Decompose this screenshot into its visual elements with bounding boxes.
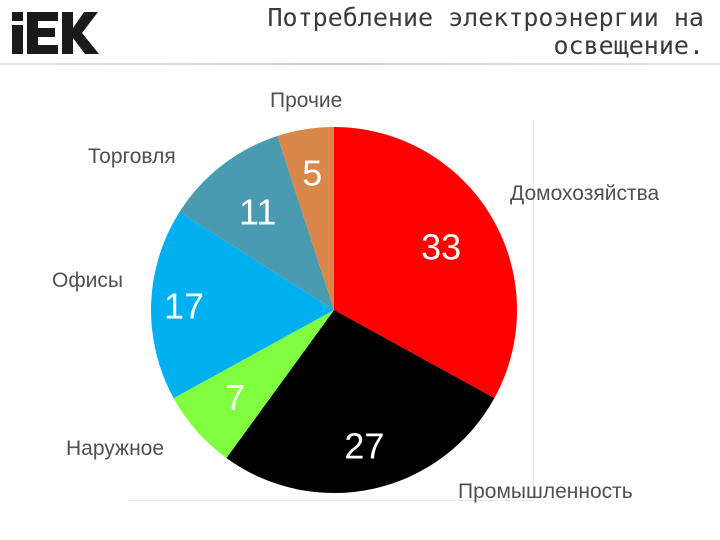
pie-value-label-0: 33	[421, 227, 461, 268]
chart-frame-bottom	[128, 500, 534, 501]
pie-category-label-3: Офисы	[52, 269, 123, 292]
pie-slice-3	[151, 211, 334, 399]
pie-category-label-4: Торговля	[88, 145, 176, 168]
pie-value-label-5: 5	[302, 153, 322, 194]
pie-value-label-2: 7	[225, 377, 245, 418]
logo-i-dot	[12, 12, 23, 21]
iek-logo	[12, 12, 99, 54]
pie-slice-5	[277, 127, 334, 310]
chart-frame-right	[533, 120, 534, 500]
pie-slice-0	[334, 127, 517, 399]
page-title-line-2: освещение.	[553, 31, 704, 60]
pie-slice-2	[173, 310, 334, 459]
pie-value-label-3: 17	[164, 285, 204, 326]
pie-slice-1	[226, 310, 495, 493]
pie-category-label-0: Домохозяйства	[510, 182, 659, 205]
pie-category-label-2: Наружное	[66, 437, 164, 460]
header-divider	[0, 63, 720, 65]
pie-category-label-1: Промышленность	[458, 480, 633, 503]
page-title: Потребление электроэнергии на освещение.	[144, 3, 705, 60]
page-title-line-1: Потребление электроэнергии на	[267, 3, 705, 32]
pie-value-label-4: 11	[239, 192, 276, 233]
pie-category-label-5: Прочие	[270, 89, 342, 112]
logo-e	[27, 12, 58, 54]
pie-value-label-1: 27	[344, 426, 384, 467]
pie-slice-4	[179, 135, 334, 310]
logo-i-stem	[12, 25, 23, 54]
logo-k	[62, 12, 99, 54]
